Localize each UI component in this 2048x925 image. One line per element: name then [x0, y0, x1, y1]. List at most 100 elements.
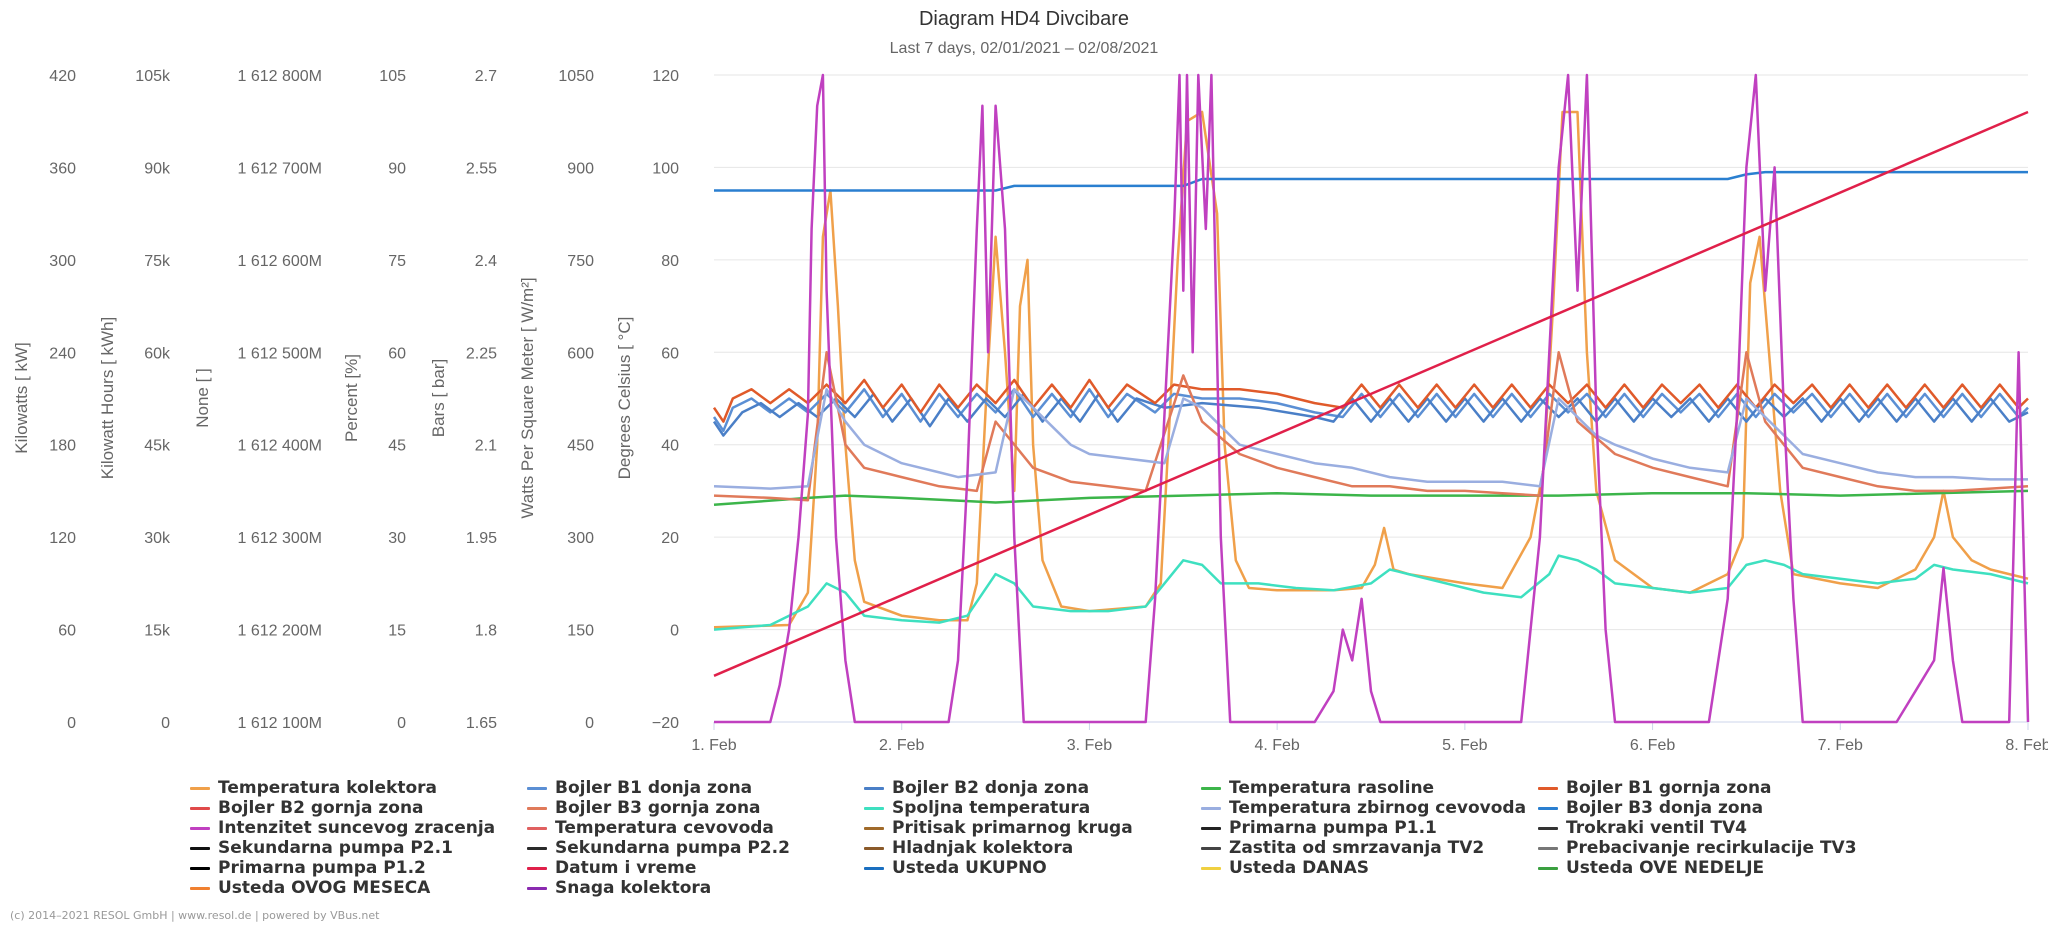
y-tick-label: 15: [388, 623, 406, 640]
legend-item[interactable]: Bojler B3 donja zona: [1538, 798, 1875, 818]
legend-swatch: [527, 886, 547, 890]
legend-label: Bojler B3 gornja zona: [555, 798, 761, 818]
legend-item[interactable]: Intenzitet suncevog zracenja: [190, 818, 527, 838]
y-tick-label: 1.65: [466, 715, 497, 732]
x-tick-label: 6. Feb: [1630, 737, 1675, 754]
legend-item[interactable]: Temperatura zbirnog cevovoda: [1201, 798, 1538, 818]
legend-item[interactable]: Datum i vreme: [527, 858, 864, 878]
y-tick-label: 20: [661, 530, 679, 547]
y-tick-label: 0: [161, 715, 170, 732]
series-line-2[interactable]: [712, 392, 2029, 437]
series-line-21[interactable]: [713, 110, 2029, 677]
legend-swatch: [190, 886, 210, 890]
legend-label: Bojler B2 donja zona: [892, 778, 1090, 798]
legend-label: Bojler B1 donja zona: [555, 778, 753, 798]
legend-item[interactable]: Primarna pumpa P1.2: [190, 858, 527, 878]
credits-text[interactable]: (c) 2014–2021 RESOL GmbH | www.resol.de …: [10, 909, 380, 922]
legend-item[interactable]: Temperatura kolektora: [190, 778, 527, 798]
legend-item[interactable]: Bojler B1 donja zona: [527, 778, 864, 798]
series-line-8[interactable]: [713, 388, 2028, 490]
legend-label: Spoljna temperatura: [892, 798, 1091, 818]
legend-item[interactable]: Hladnjak kolektora: [864, 838, 1201, 858]
legend-swatch: [1538, 786, 1558, 790]
legend-swatch: [527, 846, 547, 850]
series-line-10[interactable]: [714, 73, 2030, 724]
legend-label: Trokraki ventil TV4: [1566, 818, 1747, 838]
legend-swatch: [864, 866, 884, 870]
y-tick-label: 90k: [144, 160, 171, 177]
legend-swatch: [1201, 826, 1221, 830]
y-axis-title: Percent [%]: [342, 354, 361, 442]
y-tick-label: 105k: [135, 68, 171, 85]
y-tick-label: 450: [567, 438, 594, 455]
legend-item[interactable]: Sekundarna pumpa P2.2: [527, 838, 864, 858]
x-tick-label: 8. Feb: [2005, 737, 2048, 754]
legend-label: Bojler B3 donja zona: [1566, 798, 1764, 818]
legend-label: Zastita od smrzavanja TV2: [1229, 838, 1485, 858]
x-tick-label: 1. Feb: [691, 737, 736, 754]
y-tick-label: 1 612 500M: [237, 345, 322, 362]
x-tick-label: 3. Feb: [1067, 737, 1112, 754]
y-tick-label: 30k: [144, 530, 171, 547]
series-line-6[interactable]: [713, 351, 2029, 502]
legend-item[interactable]: Usteda OVE NEDELJE: [1538, 858, 1875, 878]
legend-item[interactable]: Pritisak primarnog kruga: [864, 818, 1201, 838]
legend-item[interactable]: Bojler B2 donja zona: [864, 778, 1201, 798]
y-tick-label: 1 612 100M: [237, 715, 322, 732]
legend-item[interactable]: Sekundarna pumpa P2.1: [190, 838, 527, 858]
legend-swatch: [190, 866, 210, 870]
y-tick-label: 180: [49, 438, 76, 455]
legend-item[interactable]: Prebacivanje recirkulacije TV3: [1538, 838, 1875, 858]
legend-swatch: [1201, 786, 1221, 790]
legend-item[interactable]: Bojler B3 gornja zona: [527, 798, 864, 818]
legend-item[interactable]: Bojler B1 gornja zona: [1538, 778, 1875, 798]
legend-item[interactable]: Usteda OVOG MESECA: [190, 878, 527, 898]
grid-lines: [714, 74, 2028, 723]
x-tick-label: 7. Feb: [1818, 737, 1863, 754]
legend-swatch: [527, 826, 547, 830]
series-line-3[interactable]: [713, 489, 2029, 507]
legend-swatch: [1201, 846, 1221, 850]
x-tick-label: 5. Feb: [1442, 737, 1487, 754]
legend-item[interactable]: Primarna pumpa P1.1: [1201, 818, 1538, 838]
legend-item[interactable]: Temperatura rasoline: [1201, 778, 1538, 798]
legend-item[interactable]: Snaga kolektora: [527, 878, 864, 898]
legend-swatch: [1538, 826, 1558, 830]
legend-swatch: [864, 846, 884, 850]
legend-item[interactable]: Usteda DANAS: [1201, 858, 1538, 878]
legend-item[interactable]: Spoljna temperatura: [864, 798, 1201, 818]
y-tick-label: 45: [388, 438, 406, 455]
legend-label: Bojler B2 gornja zona: [218, 798, 424, 818]
legend-swatch: [1538, 806, 1558, 810]
y-tick-label: 2.1: [475, 438, 497, 455]
legend-swatch: [1201, 866, 1221, 870]
y-tick-label: 240: [49, 345, 76, 362]
x-tick-label: 4. Feb: [1254, 737, 1299, 754]
legend-swatch: [190, 786, 210, 790]
y-tick-label: 1 612 600M: [237, 253, 322, 270]
y-tick-label: 2.55: [466, 160, 497, 177]
y-tick-label: 60k: [144, 345, 171, 362]
legend-item[interactable]: Usteda UKUPNO: [864, 858, 1201, 878]
y-tick-label: 60: [661, 345, 679, 362]
legend-label: Hladnjak kolektora: [892, 838, 1074, 858]
legend-item[interactable]: Temperatura cevovoda: [527, 818, 864, 838]
legend-swatch: [190, 846, 210, 850]
series-line-4[interactable]: [712, 378, 2029, 423]
y-tick-label: −20: [652, 715, 679, 732]
y-tick-label: 360: [49, 160, 76, 177]
legend-swatch: [864, 806, 884, 810]
legend-label: Prebacivanje recirkulacije TV3: [1566, 838, 1857, 858]
y-tick-label: 80: [661, 253, 679, 270]
x-axis: 1. Feb 2. Feb 3. Feb 4. Feb 5. Feb 6. Feb 7. F…: [691, 721, 2048, 754]
chart-subtitle: Last 7 days, 02/01/2021 – 02/08/2021: [890, 40, 1159, 57]
plot-area: [712, 73, 2030, 724]
series-line-7[interactable]: [713, 554, 2029, 631]
series-line-9[interactable]: [714, 170, 2028, 192]
legend-item[interactable]: Trokraki ventil TV4: [1538, 818, 1875, 838]
y-tick-label: 1 612 300M: [237, 530, 322, 547]
legend-item[interactable]: Zastita od smrzavanja TV2: [1201, 838, 1538, 858]
legend-item[interactable]: Bojler B2 gornja zona: [190, 798, 527, 818]
legend-label: Temperatura zbirnog cevovoda: [1229, 798, 1527, 818]
